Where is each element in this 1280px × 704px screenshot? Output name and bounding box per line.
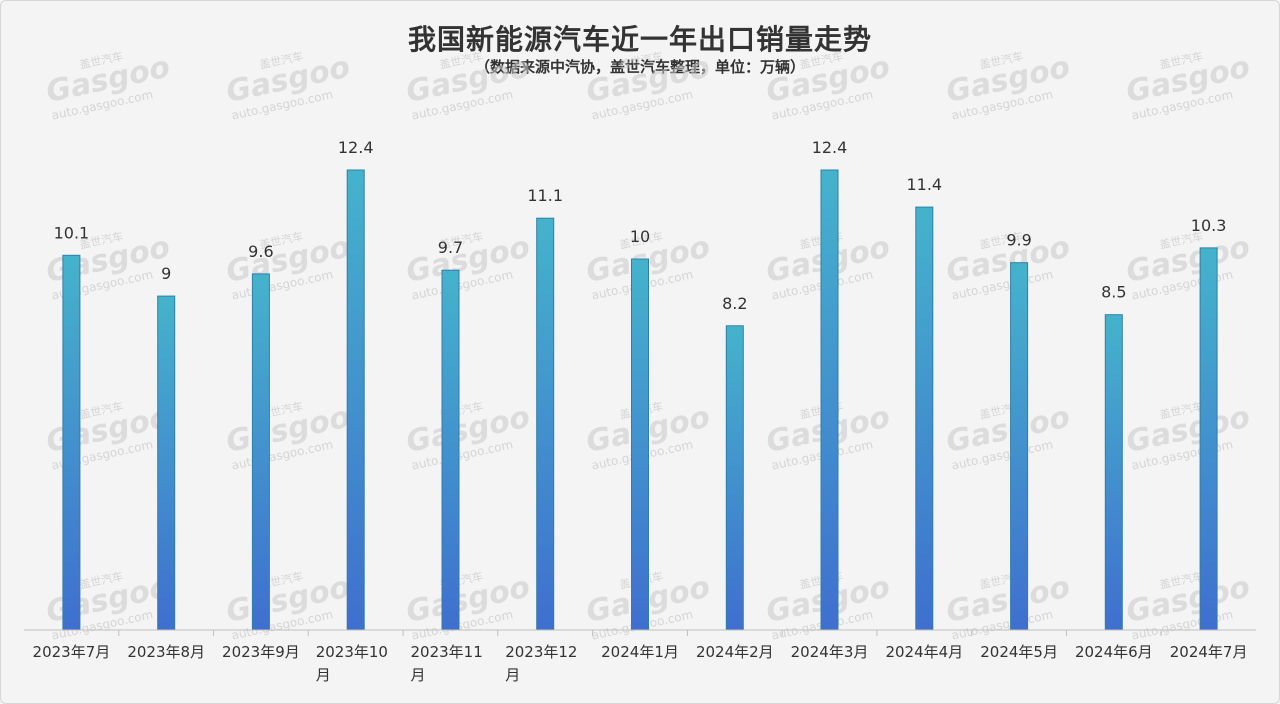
x-tick-label-7: 2024年1月	[601, 643, 679, 661]
value-label-3: 9.6	[248, 242, 273, 261]
chart-title: 我国新能源汽车近一年出口销量走势	[407, 23, 872, 56]
x-tick-label-3: 2023年9月	[222, 643, 300, 661]
x-tick-label-6: 2023年12 月	[505, 643, 577, 684]
x-tick-label-4: 2023年10 月	[316, 643, 388, 684]
x-tick-label-1: 2023年7月	[33, 643, 111, 661]
bar-11	[1010, 262, 1029, 631]
bar-12	[1104, 314, 1123, 631]
x-tick-label-2: 2023年8月	[127, 643, 205, 661]
value-labels-layer: 10.1 9 9.6 12.4 9.7 11.1 10 8.2 12.4 11.4 9.9 8.5 10…	[54, 138, 1227, 313]
bar-1	[62, 254, 81, 631]
value-label-9: 12.4	[812, 138, 848, 157]
value-label-10: 11.4	[906, 175, 942, 194]
bar-8	[725, 325, 744, 631]
x-tick-label-5: 2023年11 月	[411, 643, 483, 684]
value-label-8: 8.2	[722, 294, 747, 313]
bar-3	[251, 273, 270, 631]
value-label-7: 10	[630, 227, 650, 246]
value-label-11: 9.9	[1006, 231, 1031, 250]
value-label-5: 9.7	[438, 238, 463, 257]
value-label-6: 11.1	[527, 186, 563, 205]
x-tick-label-8: 2024年2月	[696, 643, 774, 661]
bars-layer	[62, 169, 1218, 631]
bar-9	[820, 169, 839, 631]
bar-2	[157, 295, 176, 631]
x-tick-label-13: 2024年7月	[1170, 643, 1248, 661]
x-tick-label-11: 2024年5月	[980, 643, 1058, 661]
value-label-2: 9	[161, 264, 171, 283]
x-tick-label-12: 2024年6月	[1075, 643, 1153, 661]
bar-4	[346, 169, 365, 631]
bar-5	[441, 269, 460, 631]
value-label-12: 8.5	[1101, 283, 1126, 302]
bar-10	[915, 206, 934, 631]
x-axis-tick-labels: 2023年7月 2023年8月 2023年9月 2023年10 月 2023年11 月 202…	[33, 643, 1248, 684]
bar-7	[631, 258, 649, 631]
value-label-4: 12.4	[338, 138, 374, 157]
x-tick-label-10: 2024年4月	[885, 643, 963, 661]
x-axis-ticks	[118, 630, 1162, 636]
value-label-1: 10.1	[54, 223, 90, 242]
bar-6	[536, 217, 555, 631]
value-label-13: 10.3	[1191, 216, 1227, 235]
chart-subtitle: （数据来源中汽协，盖世汽车整理，单位：万辆）	[474, 58, 805, 76]
bar-13	[1199, 247, 1218, 631]
x-tick-label-9: 2024年3月	[791, 643, 869, 661]
